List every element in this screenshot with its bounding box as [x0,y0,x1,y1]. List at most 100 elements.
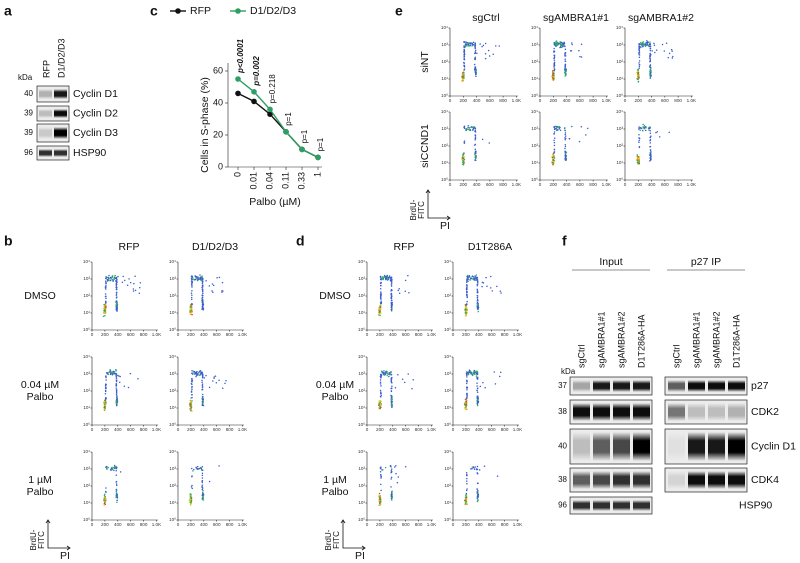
cell-dot [554,142,556,144]
cell-dot [391,310,393,312]
cell-dot [380,474,382,476]
cell-dot [467,373,469,375]
y-axis-label: Cells in S-phase (%) [199,77,211,173]
band [613,403,630,421]
flow-x-tick-label: 200 [187,522,195,527]
flow-y-tick-label: 10³ [616,42,623,47]
cell-dot [646,42,648,44]
cell-dot [381,374,383,376]
cell-dot [209,285,211,287]
cell-dot [202,475,204,477]
cell-dot [380,376,382,378]
cell-dot [475,277,477,279]
cell-dot [672,56,674,58]
lane-label: D1T286A-HA [731,314,741,368]
cell-dot [475,66,477,68]
cell-dot [191,488,193,490]
cell-dot [485,58,487,60]
cell-dot [465,310,467,312]
kda-value: 40 [558,442,567,451]
cell-dot [668,132,670,134]
cell-dot [554,59,556,61]
cell-dot [555,42,557,44]
cell-dot [649,41,651,43]
cell-dot [199,274,201,276]
cell-dot [656,49,658,51]
cell-dot [640,42,642,44]
protein-label: Cyclin D1 [751,440,796,452]
cell-dot [464,140,466,142]
cell-dot [213,376,215,378]
cell-dot [466,282,468,284]
cell-dot [379,406,381,408]
cell-dot [654,52,656,54]
cell-dot [104,310,106,312]
cell-dot [464,142,466,144]
cell-dot [191,410,193,412]
flow-y-tick-label: 10² [169,388,176,393]
panel-label: d [296,233,305,249]
cell-dot [190,307,192,309]
cell-dot [222,387,224,389]
cell-dot [650,142,652,144]
cell-dot [116,377,118,379]
cell-dot [465,45,467,47]
cell-dot [492,290,494,292]
cell-dot [639,54,641,56]
cell-dot [105,293,107,295]
cell-dot [554,50,556,52]
cell-dot [556,127,558,129]
cell-dot [112,280,114,282]
cell-dot [497,475,499,477]
cell-dot [114,465,116,467]
cell-dot [113,470,115,472]
cell-dot [565,132,567,134]
cell-dot [477,466,479,468]
cell-dot [464,46,466,48]
flow-x-tick-label: 600 [402,332,410,337]
cell-dot [111,372,113,374]
flow-x-tick-label: 600 [213,522,221,527]
cell-dot [199,373,201,375]
cell-dot [191,468,193,470]
cell-dot [193,469,195,471]
band [728,380,745,392]
cell-dot [105,288,107,290]
flow-x-tick-label: 200 [187,427,195,432]
cell-dot [475,74,477,76]
cell-dot [570,50,572,52]
row-label: 1 µM [323,474,347,486]
cell-dot [466,393,468,395]
cell-dot [643,43,645,45]
cell-dot [477,378,479,380]
cell-dot [394,466,396,468]
flow-y-label: FITC [332,531,341,549]
cell-dot [463,45,465,47]
cell-dot [199,370,201,372]
cell-dot [474,130,476,132]
cell-dot [116,483,118,485]
cell-dot [202,291,204,293]
cell-dot [553,163,555,165]
cell-dot [116,370,118,372]
cell-dot [463,69,465,71]
cell-dot [564,46,566,48]
cell-dot [114,275,116,277]
cell-dot [495,45,497,47]
cell-dot [463,162,465,164]
cell-dot [476,375,478,377]
cell-dot [105,398,107,400]
cell-dot [637,78,639,80]
cell-dot [120,471,122,473]
cell-dot [649,60,651,62]
cell-dot [466,389,468,391]
cell-dot [122,282,124,284]
cell-dot [202,484,204,486]
cell-dot [465,314,467,316]
cell-dot [561,42,563,44]
cell-dot [475,135,477,137]
cell-dot [571,44,573,46]
lane-label: D1/D2/D3 [56,38,66,78]
cell-dot [191,299,193,301]
flow-x-tick-label: 1.0K [512,182,522,187]
